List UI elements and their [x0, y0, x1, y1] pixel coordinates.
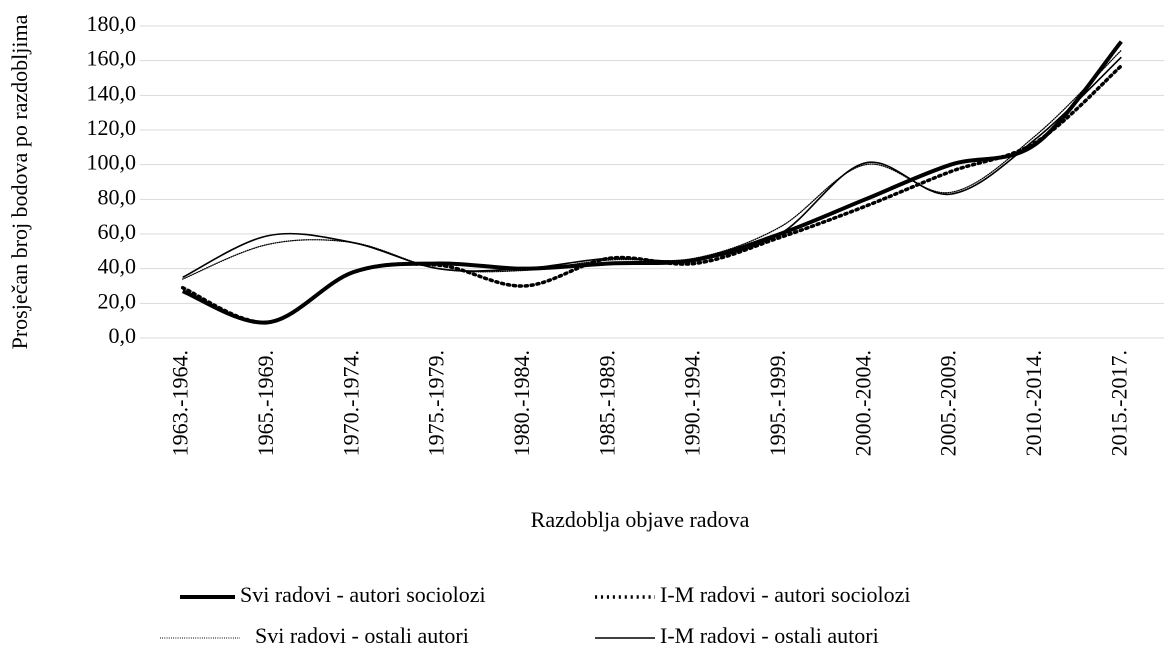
y-tick-label: 40,0 — [98, 254, 137, 279]
y-tick-label: 80,0 — [98, 184, 137, 209]
y-axis-title: Prosječan broj bodova po razdobljima — [7, 14, 32, 349]
x-tick-label: 1985.-1989. — [594, 350, 619, 456]
legend-label: I-M radovi - ostali autori — [660, 623, 879, 648]
legend-label: Svi radovi - autori sociolozi — [240, 582, 486, 607]
series-line — [180, 64, 1124, 325]
x-tick-label: 1970.-1974. — [338, 350, 363, 456]
y-tick-label: 0,0 — [109, 323, 137, 348]
y-tick-label: 20,0 — [98, 288, 137, 313]
y-tick-label: 160,0 — [87, 46, 137, 71]
x-tick-label: 1980.-1984. — [509, 350, 534, 456]
legend-label: I-M radovi - autori sociolozi — [660, 582, 911, 607]
x-tick-label: 1990.-1994. — [680, 350, 705, 456]
series-line — [182, 56, 1122, 279]
y-tick-label: 60,0 — [98, 219, 137, 244]
x-tick-label: 2015.-2017. — [1106, 350, 1131, 456]
y-tick-label: 120,0 — [87, 115, 137, 140]
y-tick-label: 140,0 — [87, 80, 137, 105]
y-tick-label: 100,0 — [87, 150, 137, 175]
x-tick-label: 1965.-1969. — [253, 350, 278, 456]
x-axis-title: Razdoblja objave radova — [531, 507, 750, 532]
x-tick-label: 1963.-1964. — [168, 350, 193, 456]
legend-label: Svi radovi - ostali autori — [255, 623, 469, 648]
x-tick-label: 1975.-1979. — [424, 350, 449, 456]
x-tick-label: 2010.-2014. — [1021, 350, 1046, 456]
x-tick-label: 2005.-2009. — [936, 350, 961, 456]
x-tick-label: 2000.-2004. — [850, 350, 875, 456]
x-tick-label: 1995.-1999. — [765, 350, 790, 456]
y-tick-label: 180,0 — [87, 11, 137, 36]
